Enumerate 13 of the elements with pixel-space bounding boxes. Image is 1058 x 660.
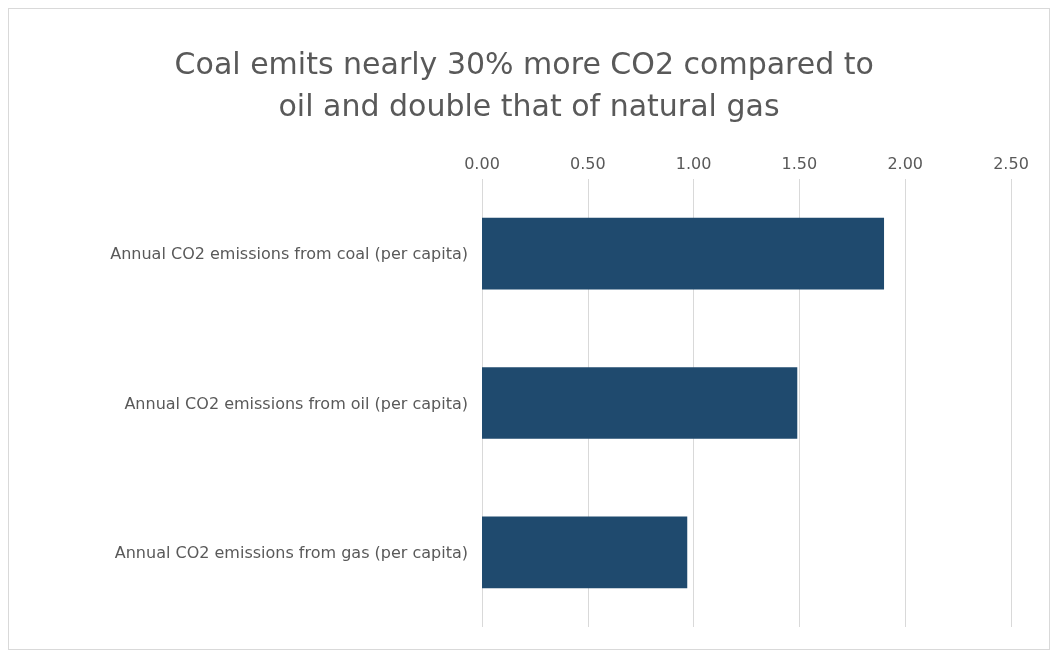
- x-tick-label: 0.50: [569, 153, 606, 173]
- x-tick-label: 1.00: [675, 153, 712, 173]
- bar: [482, 516, 688, 589]
- x-tick-label: 2.50: [993, 153, 1029, 173]
- chart-title: Coal emits nearly 30% more CO2 compared to oil and double that of natural gas: [174, 45, 884, 123]
- y-tick-label: Annual CO2 emissions from gas (per capita): [114, 542, 468, 562]
- x-tick-label: 0.00: [464, 153, 500, 173]
- y-tick-label: Annual CO2 emissions from oil (per capita): [124, 393, 468, 413]
- x-tick-label: 1.50: [781, 153, 818, 173]
- x-tick-label: 2.00: [887, 153, 924, 173]
- bar: [482, 367, 798, 439]
- y-tick-label: Annual CO2 emissions from coal (per capita): [110, 244, 468, 264]
- bar: [482, 217, 885, 290]
